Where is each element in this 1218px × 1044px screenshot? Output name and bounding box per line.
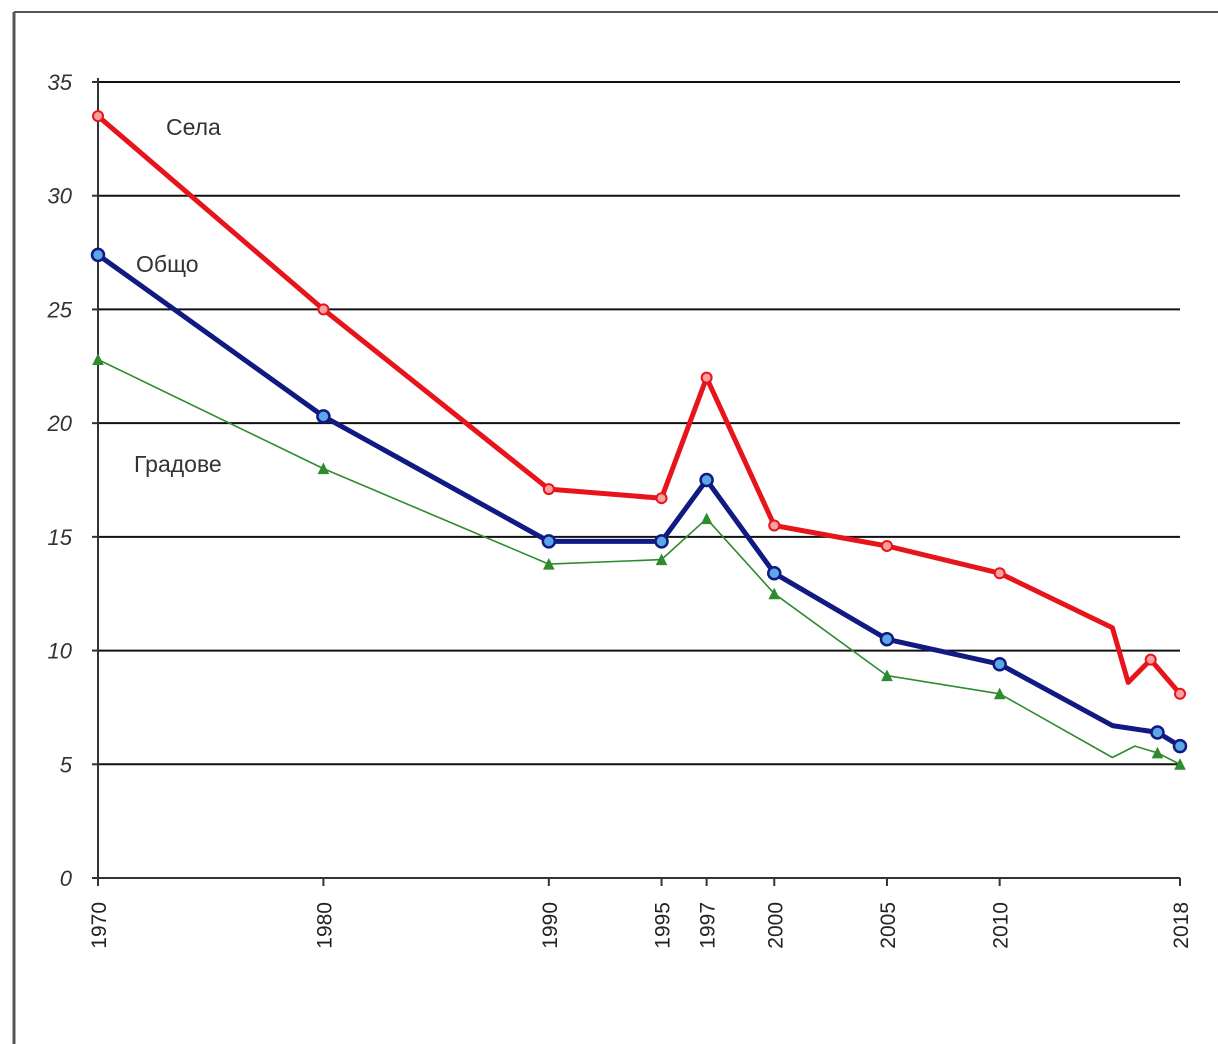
- series-point: [881, 669, 893, 682]
- y-tick-label: 30: [48, 184, 73, 209]
- series-point: [880, 539, 893, 552]
- series-line-3: [97, 358, 1181, 766]
- series-point: [542, 483, 555, 496]
- series-point: [655, 553, 668, 566]
- y-tick-label: 25: [47, 297, 73, 322]
- x-tick-label: 2005: [877, 902, 900, 949]
- series-label-1: Села: [166, 114, 221, 140]
- series-point: [316, 409, 331, 424]
- y-tick-label: 5: [60, 752, 73, 777]
- series-point: [1174, 687, 1186, 700]
- series-point: [879, 631, 895, 647]
- series-point: [317, 303, 330, 316]
- y-tick-label: 10: [48, 639, 73, 664]
- x-tick-label: 1997: [697, 902, 720, 949]
- x-tick-label: 1995: [652, 902, 675, 949]
- series-point: [993, 687, 1006, 700]
- series-point: [655, 492, 668, 505]
- series-point: [768, 587, 781, 600]
- x-tick-label: 2018: [1170, 902, 1193, 949]
- y-tick-label: 35: [48, 70, 73, 95]
- series-point: [1144, 653, 1157, 666]
- series-point: [992, 656, 1007, 672]
- series-point: [1151, 746, 1164, 759]
- x-tick-label: 1970: [88, 902, 111, 949]
- series-point: [699, 472, 714, 488]
- series-point: [654, 534, 669, 549]
- x-tick-label: 1980: [313, 902, 336, 949]
- x-tick-label: 1990: [539, 902, 562, 949]
- series-point: [543, 558, 555, 570]
- y-tick-label: 0: [60, 866, 73, 891]
- series-point: [92, 110, 104, 123]
- series-point: [1150, 725, 1165, 740]
- series-point: [700, 371, 713, 384]
- series-point: [767, 565, 782, 581]
- series-point: [541, 534, 557, 549]
- series-label-3: Градове: [134, 451, 222, 477]
- series-line-1: [95, 113, 1183, 697]
- series-point: [1174, 758, 1186, 770]
- x-tick-label: 2000: [764, 902, 787, 949]
- y-tick-label: 15: [48, 525, 73, 550]
- y-tick-label: 20: [47, 411, 73, 436]
- series-label-2: Общо: [136, 251, 199, 277]
- series-point: [993, 567, 1006, 580]
- series-line-2: [95, 252, 1183, 749]
- series-point: [768, 519, 781, 532]
- series-point: [700, 512, 713, 525]
- series-point: [92, 353, 104, 365]
- series-point: [1172, 738, 1188, 754]
- series-point: [317, 462, 330, 475]
- series-point: [90, 247, 106, 263]
- x-tick-label: 2010: [990, 902, 1013, 949]
